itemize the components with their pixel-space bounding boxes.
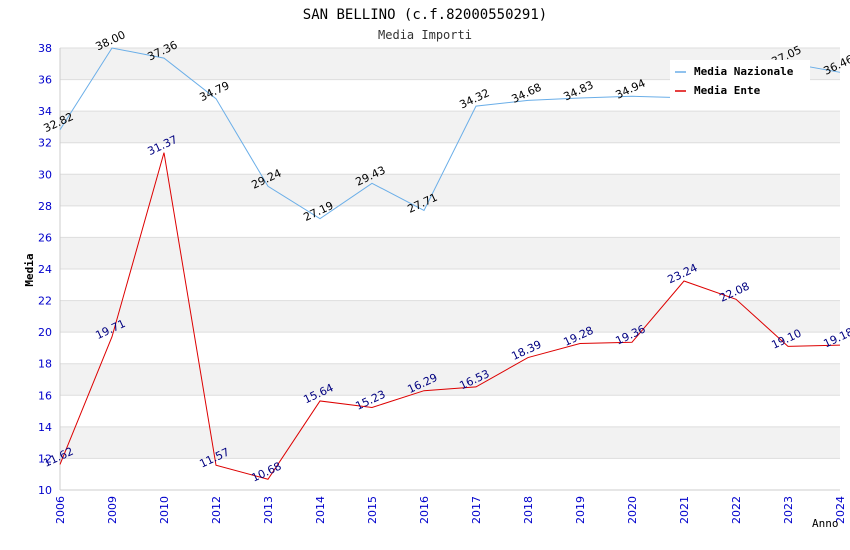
legend-label-ente: Media Ente <box>694 84 761 97</box>
x-tick-label: 2019 <box>574 496 587 524</box>
x-tick-label: 2013 <box>262 496 275 524</box>
data-label: 10.68 <box>249 460 283 485</box>
grid-band <box>60 174 840 206</box>
y-tick-label: 18 <box>38 358 52 371</box>
x-tick-label: 2014 <box>314 496 327 524</box>
grid-band <box>60 363 840 396</box>
x-tick-label: 2017 <box>470 496 483 524</box>
legend-box <box>670 60 810 100</box>
grid-band <box>60 300 840 333</box>
x-tick-label: 2009 <box>106 496 119 524</box>
data-label: 34.94 <box>613 77 647 102</box>
grid-bands <box>60 48 840 459</box>
x-tick-label: 2006 <box>54 496 67 524</box>
x-tick-labels: 2006 2009 2010 2012 2013 2014 2015 2016 2017 2018… <box>54 496 847 524</box>
y-tick-label: 16 <box>38 389 52 402</box>
chart-subtitle: Media Importi <box>378 28 472 42</box>
x-tick-label: 2021 <box>678 496 691 524</box>
x-tick-label: 2023 <box>782 496 795 524</box>
grid-band <box>60 111 840 143</box>
data-label: 11.62 <box>41 445 75 470</box>
grid-band <box>60 237 840 269</box>
series-line-1 <box>59 152 841 480</box>
x-tick-label: 2022 <box>730 496 743 524</box>
data-label: 18.39 <box>509 338 543 363</box>
y-tick-label: 34 <box>38 105 52 118</box>
y-tick-label: 14 <box>38 421 52 434</box>
y-tick-label: 28 <box>38 200 52 213</box>
legend-label-nazionale: Media Nazionale <box>694 65 794 78</box>
data-label: 34.79 <box>197 79 231 104</box>
y-tick-labels: 10 12 14 16 18 20 22 24 26 28 30 32 34 36 38 <box>38 42 52 497</box>
y-tick-label: 24 <box>38 263 52 276</box>
x-tick-label: 2012 <box>210 496 223 524</box>
grid-band <box>60 426 840 459</box>
y-tick-label: 12 <box>38 452 52 465</box>
y-tick-label: 36 <box>38 74 52 87</box>
x-tick-label: 2010 <box>158 496 171 524</box>
y-tick-label: 30 <box>38 168 52 181</box>
y-tick-label: 32 <box>38 137 52 150</box>
x-axis-label: Anno <box>812 517 839 530</box>
data-label: 34.83 <box>561 78 595 103</box>
chart-title: SAN BELLINO (c.f.82000550291) <box>303 7 547 23</box>
legend: Media Nazionale Media Ente <box>670 60 810 100</box>
data-label: 34.68 <box>509 81 543 106</box>
y-tick-label: 38 <box>38 42 52 55</box>
y-tick-label: 20 <box>38 326 52 339</box>
data-label: 34.32 <box>457 86 491 111</box>
x-tick-label: 2015 <box>366 496 379 524</box>
y-tick-label: 26 <box>38 231 52 244</box>
gridlines <box>60 47 840 491</box>
x-tick-label: 2018 <box>522 496 535 524</box>
y-axis-label: Media <box>23 253 36 286</box>
x-tick-label: 2020 <box>626 496 639 524</box>
x-tick-label: 2016 <box>418 496 431 524</box>
y-tick-label: 22 <box>38 295 52 308</box>
x-tick-label: 2024 <box>834 496 847 524</box>
y-tick-label: 10 <box>38 484 52 497</box>
